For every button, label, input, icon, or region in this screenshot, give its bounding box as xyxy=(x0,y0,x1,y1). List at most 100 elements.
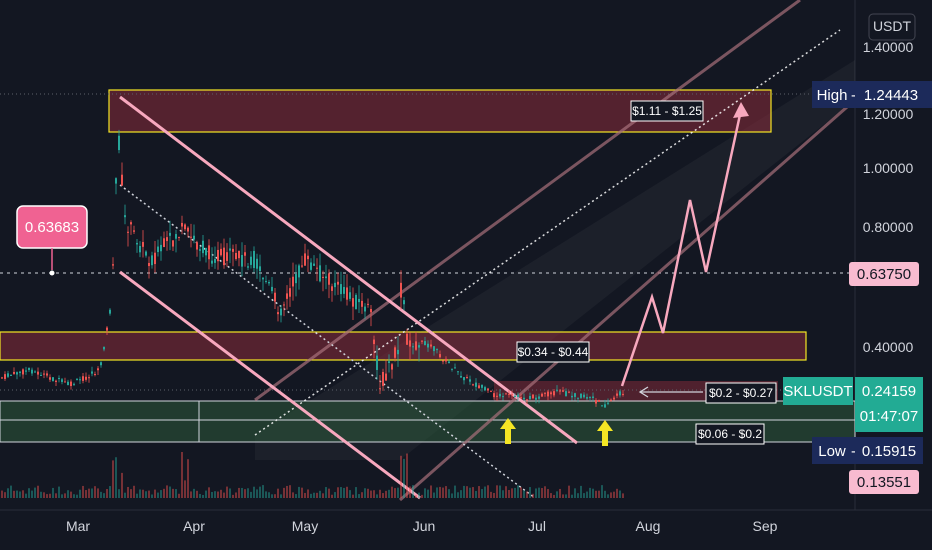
candle-body xyxy=(202,240,204,254)
volume-bar xyxy=(589,487,591,498)
high-badge: High - 1.24443 xyxy=(812,81,932,108)
candle-body xyxy=(118,135,120,151)
candle-body xyxy=(10,374,12,376)
volume-bar xyxy=(466,486,468,498)
volume-bar xyxy=(619,490,621,498)
volume-bar xyxy=(331,494,333,498)
candle-body xyxy=(316,267,318,269)
volume-bar xyxy=(277,488,279,498)
candle-body xyxy=(616,393,618,396)
volume-bar xyxy=(346,486,348,498)
price-tick: 1.00000 xyxy=(863,160,914,176)
candle-body xyxy=(607,402,609,404)
candle-body xyxy=(598,399,600,402)
volume-bar xyxy=(550,493,552,498)
svg-text:High: High xyxy=(817,87,848,104)
candle-body xyxy=(283,304,285,306)
volume-bar xyxy=(451,493,453,498)
candle-body xyxy=(544,392,546,394)
volume-bar xyxy=(55,493,57,498)
candle-body xyxy=(103,346,105,350)
currency-label: USDT xyxy=(873,18,912,34)
volume-bar xyxy=(535,488,537,498)
volume-bar xyxy=(586,491,588,498)
candle-body xyxy=(583,394,585,398)
volume-bar xyxy=(79,489,81,498)
svg-text:0.13551: 0.13551 xyxy=(857,474,911,491)
volume-bar xyxy=(328,488,330,498)
volume-bar xyxy=(235,492,237,498)
volume-bar xyxy=(19,491,21,498)
candle-body xyxy=(526,399,528,401)
candle-body xyxy=(199,249,201,251)
candle-body xyxy=(376,355,378,370)
candle-body xyxy=(136,242,138,245)
candle-body xyxy=(319,265,321,282)
candles xyxy=(1,129,624,408)
candle-body xyxy=(466,376,468,378)
candle-body xyxy=(178,236,180,238)
marked-level-badge: 0.63750 xyxy=(849,262,919,286)
candle-body xyxy=(568,391,570,393)
candle-body xyxy=(154,252,156,265)
volume-bar xyxy=(283,487,285,498)
candle-body xyxy=(49,377,51,380)
candle-body xyxy=(67,381,69,385)
volume-bar xyxy=(88,488,90,498)
candle-body xyxy=(220,248,222,256)
volume-bar xyxy=(448,489,450,498)
volume-bar xyxy=(145,491,147,498)
volume-bar xyxy=(415,494,417,498)
candle-body xyxy=(574,393,576,397)
candle-body xyxy=(226,252,228,261)
svg-text:$0.2 - $0.27: $0.2 - $0.27 xyxy=(709,386,773,400)
volume-bar xyxy=(490,491,492,498)
volume-bar xyxy=(433,492,435,498)
svg-text:SKLUSDT: SKLUSDT xyxy=(783,383,852,400)
time-tick: May xyxy=(292,518,318,534)
ascending-channel-lower xyxy=(399,98,856,502)
candle-body xyxy=(172,240,174,247)
volume-bar xyxy=(595,490,597,498)
volume-bar xyxy=(610,492,612,498)
volume-bar xyxy=(313,492,315,498)
volume-bar xyxy=(274,494,276,498)
candle-body xyxy=(52,377,54,382)
volume-bar xyxy=(307,489,309,498)
volume-bar xyxy=(622,493,624,498)
candle-body xyxy=(76,378,78,380)
volume-bar xyxy=(583,493,585,498)
candle-body xyxy=(427,343,429,348)
volume-bar xyxy=(532,493,534,498)
candle-body xyxy=(481,384,483,388)
volume-bar xyxy=(175,489,177,498)
volume-bar xyxy=(178,493,180,498)
candle-body xyxy=(529,396,531,400)
svg-text:$1.11 - $1.25: $1.11 - $1.25 xyxy=(632,104,702,118)
candle-body xyxy=(55,380,57,382)
candle-body xyxy=(322,276,324,278)
candle-body xyxy=(85,376,87,380)
candle-body xyxy=(412,346,414,348)
candle-body xyxy=(232,248,234,252)
volume-bar xyxy=(469,487,471,498)
volume-bar xyxy=(214,491,216,498)
volume-bar xyxy=(223,492,225,498)
price-callout: 0.63683 xyxy=(16,205,88,276)
candle-body xyxy=(19,371,21,373)
ascending-channel-upper xyxy=(254,0,801,402)
volume-bar xyxy=(421,494,423,498)
volume-bar xyxy=(472,487,474,498)
candle-body xyxy=(478,385,480,389)
candle-body xyxy=(502,396,504,398)
candle-body xyxy=(1,377,3,379)
volume-bar xyxy=(61,494,63,498)
volume-bar xyxy=(202,494,204,498)
candle-body xyxy=(436,349,438,351)
candle-body xyxy=(253,250,255,268)
volume-bar xyxy=(172,488,174,498)
candle-body xyxy=(25,370,27,372)
volume-bar xyxy=(427,489,429,498)
candle-body xyxy=(256,258,258,269)
